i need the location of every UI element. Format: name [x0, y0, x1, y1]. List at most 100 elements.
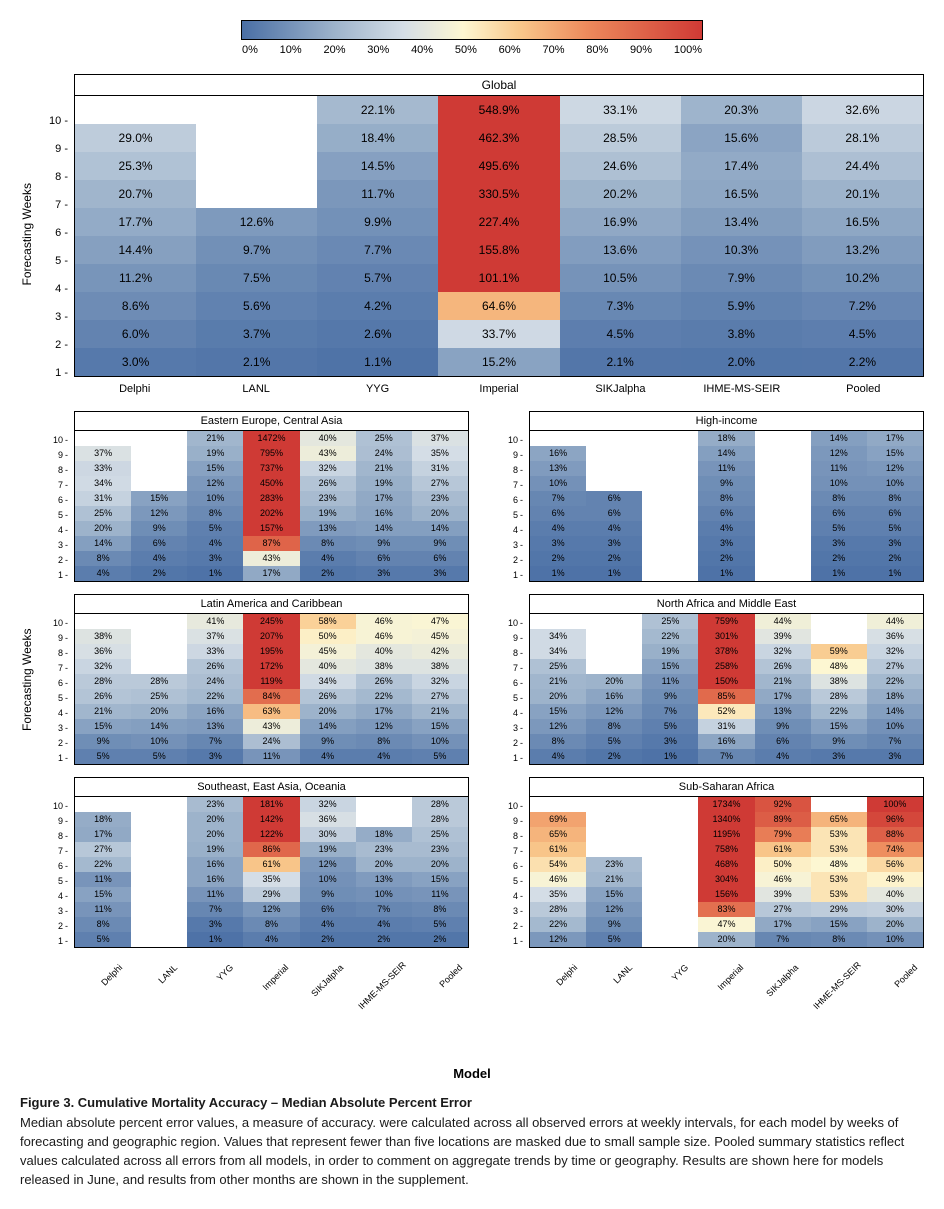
heatmap-cell: 2%	[811, 551, 867, 566]
heatmap-cell: 37%	[412, 431, 468, 446]
y-tick: 4	[42, 888, 74, 903]
heatmap-cell: 11%	[75, 872, 131, 887]
heatmap-cell: 20%	[131, 704, 187, 719]
colorbar-tick: 80%	[586, 44, 608, 56]
heatmap-cell: 23%	[586, 857, 642, 872]
heatmap-cell: 4%	[300, 749, 356, 764]
y-tick: 6	[497, 492, 529, 507]
heatmap-cell: 8%	[698, 491, 754, 506]
heatmap-cell: 2.0%	[681, 348, 802, 376]
heatmap-cell: 34%	[75, 476, 131, 491]
heatmap-cell: 27%	[412, 689, 468, 704]
heatmap-cell: 20.7%	[75, 180, 196, 208]
heatmap-cell: 15%	[811, 917, 867, 932]
heatmap-cell	[586, 797, 642, 812]
heatmap-cell: 7.3%	[560, 292, 681, 320]
heatmap-cell: 14%	[811, 431, 867, 446]
heatmap-cell: 20%	[187, 827, 243, 842]
heatmap-cell: 14%	[75, 536, 131, 551]
small-heatmap: 18%14%17%16%14%12%15%13%11%11%12%10%9%10…	[530, 431, 923, 581]
heatmap-cell: 36%	[300, 812, 356, 827]
heatmap-cell: 3.0%	[75, 348, 196, 376]
small-y-axis: 10987654321	[497, 432, 529, 582]
heatmap-cell	[642, 842, 698, 857]
small-x-axis: DelphiLANLYYGImperialSIKJalphaIHME-MS-SE…	[74, 954, 469, 1004]
heatmap-cell: 2%	[131, 566, 187, 581]
heatmap-cell: 8%	[412, 902, 468, 917]
y-tick: 8	[497, 828, 529, 843]
heatmap-cell	[131, 812, 187, 827]
heatmap-cell	[755, 446, 811, 461]
heatmap-cell: 14.4%	[75, 236, 196, 264]
heatmap-cell: 40%	[356, 644, 412, 659]
heatmap-cell: 79%	[755, 827, 811, 842]
heatmap-cell: 4.5%	[802, 320, 923, 348]
heatmap-cell: 26%	[755, 659, 811, 674]
heatmap-cell: 17%	[243, 566, 299, 581]
global-x-axis: DelphiLANLYYGImperialSIKJalphaIHME-MS-SE…	[74, 383, 924, 395]
heatmap-cell: 20%	[412, 857, 468, 872]
heatmap-cell: 28%	[131, 674, 187, 689]
y-tick: 8	[42, 828, 74, 843]
heatmap-cell: 8%	[811, 932, 867, 947]
heatmap-cell: 10%	[811, 476, 867, 491]
y-tick: 3 -	[34, 303, 74, 331]
y-tick: 8	[497, 462, 529, 477]
heatmap-cell: 20%	[187, 812, 243, 827]
heatmap-cell	[755, 566, 811, 581]
heatmap-cell: 1472%	[243, 431, 299, 446]
heatmap-cell: 6%	[412, 551, 468, 566]
heatmap-cell	[642, 446, 698, 461]
heatmap-cell: 10%	[412, 734, 468, 749]
heatmap-cell	[131, 797, 187, 812]
heatmap-cell: 28%	[412, 812, 468, 827]
heatmap-cell: 96%	[867, 812, 923, 827]
heatmap-cell: 11%	[75, 902, 131, 917]
heatmap-cell: 4%	[243, 932, 299, 947]
y-tick: 5	[497, 690, 529, 705]
heatmap-cell	[131, 629, 187, 644]
y-tick: 7	[497, 477, 529, 492]
heatmap-cell: 10%	[530, 476, 586, 491]
heatmap-cell: 27%	[75, 842, 131, 857]
heatmap-cell: 84%	[243, 689, 299, 704]
heatmap-cell: 58%	[300, 614, 356, 629]
heatmap-cell: 155.8%	[438, 236, 559, 264]
y-tick: 4	[42, 705, 74, 720]
heatmap-cell: 14%	[698, 446, 754, 461]
heatmap-cell	[131, 872, 187, 887]
heatmap-cell: 10%	[867, 476, 923, 491]
heatmap-cell: 6%	[867, 506, 923, 521]
heatmap-cell: 9%	[356, 536, 412, 551]
heatmap-cell	[755, 461, 811, 476]
heatmap-cell: 9%	[755, 719, 811, 734]
heatmap-cell	[586, 476, 642, 491]
heatmap-cell: 8%	[586, 719, 642, 734]
heatmap-cell	[131, 932, 187, 947]
heatmap-cell: 14.5%	[317, 152, 438, 180]
small-panel: Southeast, East Asia, Oceania23%181%32%2…	[74, 777, 469, 948]
heatmap-cell: 4%	[530, 521, 586, 536]
heatmap-cell: 34%	[530, 644, 586, 659]
heatmap-cell: 9%	[300, 887, 356, 902]
heatmap-cell: 13.4%	[681, 208, 802, 236]
y-tick: 9	[42, 447, 74, 462]
heatmap-cell: 9%	[300, 734, 356, 749]
heatmap-cell: 2%	[586, 551, 642, 566]
heatmap-cell: 36%	[867, 629, 923, 644]
heatmap-cell: 1%	[187, 566, 243, 581]
heatmap-cell: 40%	[867, 887, 923, 902]
heatmap-cell: 53%	[811, 842, 867, 857]
colorbar-tick: 20%	[323, 44, 345, 56]
y-tick: 2	[497, 918, 529, 933]
heatmap-cell: 10.2%	[802, 264, 923, 292]
heatmap-cell: 19%	[300, 506, 356, 521]
heatmap-cell: 142%	[243, 812, 299, 827]
heatmap-cell: 100%	[867, 797, 923, 812]
heatmap-cell: 462.3%	[438, 124, 559, 152]
y-tick: 3	[42, 720, 74, 735]
heatmap-cell: 5%	[75, 932, 131, 947]
heatmap-cell	[131, 902, 187, 917]
heatmap-cell: 495.6%	[438, 152, 559, 180]
heatmap-cell: 11.2%	[75, 264, 196, 292]
